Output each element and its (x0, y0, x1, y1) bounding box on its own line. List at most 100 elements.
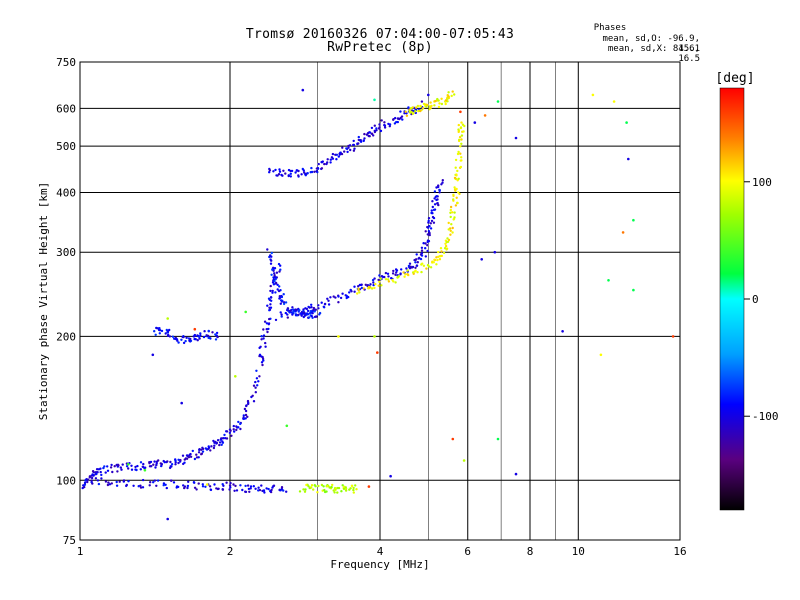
data-point (310, 306, 313, 309)
data-point (247, 487, 251, 491)
data-point (96, 479, 100, 482)
data-point (269, 284, 272, 288)
data-point (164, 483, 167, 486)
data-point (258, 353, 262, 356)
data-point (449, 233, 452, 236)
data-point (447, 95, 450, 98)
data-point (198, 448, 201, 452)
data-point (143, 467, 146, 470)
data-point (152, 481, 155, 484)
data-points (81, 88, 675, 521)
data-point (454, 166, 457, 169)
data-point (265, 487, 268, 490)
data-point (437, 203, 440, 207)
data-point (455, 173, 458, 176)
data-point (302, 488, 305, 491)
data-point (420, 249, 424, 252)
noise-point (514, 136, 518, 140)
data-point (259, 345, 262, 348)
data-point (433, 258, 436, 261)
data-point (272, 276, 275, 279)
data-point (456, 152, 460, 156)
data-point (201, 447, 205, 451)
data-point (121, 463, 124, 466)
data-point (116, 470, 119, 473)
data-point (320, 483, 324, 487)
data-point (339, 296, 343, 300)
data-point (260, 361, 264, 364)
data-point (120, 468, 123, 471)
data-point (209, 337, 212, 340)
data-point (111, 470, 114, 474)
data-point (435, 256, 438, 259)
data-point (357, 285, 360, 288)
data-point (155, 462, 158, 465)
data-point (350, 290, 353, 293)
data-point (457, 150, 460, 154)
data-point (369, 283, 372, 286)
data-point (232, 483, 235, 486)
data-point (383, 126, 387, 129)
data-point (380, 119, 383, 122)
data-point (368, 286, 371, 289)
data-point (244, 484, 247, 488)
data-point (429, 101, 432, 104)
data-point (341, 292, 344, 295)
data-point (189, 452, 192, 456)
data-point (332, 489, 335, 492)
data-point (421, 262, 424, 265)
data-point (95, 472, 98, 476)
data-point (208, 485, 212, 488)
data-point (316, 491, 319, 494)
data-point (215, 442, 218, 445)
data-point (440, 102, 444, 106)
data-point (431, 205, 434, 209)
data-point (445, 240, 448, 244)
data-point (426, 244, 429, 247)
data-point (363, 137, 366, 140)
data-point (232, 428, 235, 431)
data-point (320, 167, 324, 170)
data-point (160, 463, 163, 466)
data-point (419, 105, 422, 108)
data-point (255, 377, 259, 380)
data-point (377, 278, 380, 282)
data-point (300, 314, 303, 317)
data-point (228, 431, 232, 435)
data-point (387, 275, 390, 278)
data-point (455, 196, 458, 199)
data-point (446, 237, 449, 240)
data-point (162, 484, 165, 487)
data-point (329, 161, 332, 164)
noise-point (244, 310, 247, 314)
data-point (373, 286, 376, 290)
data-point (346, 150, 349, 154)
data-point (248, 490, 251, 493)
data-point (169, 479, 173, 482)
data-point (281, 299, 284, 302)
data-point (269, 289, 272, 293)
data-point (162, 482, 166, 485)
data-point (414, 269, 417, 272)
data-point (91, 470, 95, 473)
data-point (323, 303, 327, 306)
data-point (157, 459, 160, 462)
data-point (456, 201, 459, 205)
data-point (174, 459, 177, 462)
data-point (264, 341, 267, 345)
data-point (326, 161, 329, 164)
data-point (115, 484, 119, 487)
plot-frame (79, 61, 681, 541)
data-point (191, 449, 194, 453)
data-point (243, 407, 247, 411)
data-point (447, 221, 450, 225)
y-axis: 75 100 200 300 400 500 600 750 (56, 56, 76, 547)
data-point (282, 302, 286, 306)
data-point (449, 229, 452, 232)
data-point (391, 278, 394, 282)
data-point (451, 211, 454, 214)
data-point (451, 90, 454, 93)
data-point (457, 130, 460, 134)
data-point (432, 221, 436, 224)
data-point (345, 147, 348, 150)
